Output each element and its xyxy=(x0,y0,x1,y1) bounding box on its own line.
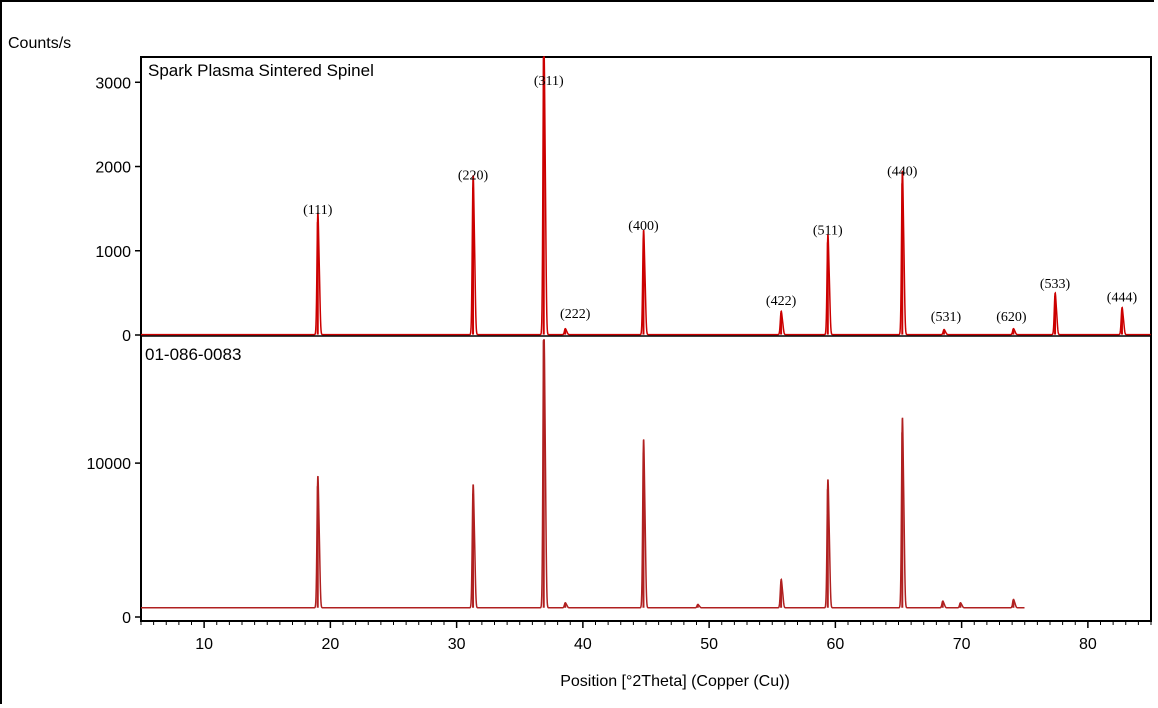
panel-title-reference: 01-086-0083 xyxy=(145,345,241,364)
y-tick-label: 3000 xyxy=(95,75,131,92)
y-tick-label: 0 xyxy=(122,610,131,627)
x-tick-label: 70 xyxy=(953,636,971,653)
hkl-label: (440) xyxy=(887,164,918,179)
x-tick-label: 10 xyxy=(195,636,213,653)
hkl-label: (400) xyxy=(628,219,659,234)
x-axis: 10 20 30 40 50 60 70 80 xyxy=(140,621,1152,653)
diffraction-profile xyxy=(141,339,1025,609)
hkl-label: (533) xyxy=(1040,277,1071,292)
diffraction-profile xyxy=(141,56,1151,336)
y-axis-unit-label: Counts/s xyxy=(8,35,71,52)
hkl-label: (111) xyxy=(303,203,333,218)
y-axis-sample: 0 1000 2000 3000 xyxy=(95,75,141,345)
panel-reference xyxy=(141,335,1151,609)
hkl-label: (511) xyxy=(813,223,843,238)
x-axis-title: Position [°2Theta] (Copper (Cu)) xyxy=(560,673,790,690)
hkl-label: (444) xyxy=(1107,291,1138,306)
x-tick-label: 20 xyxy=(321,636,339,653)
x-tick-label: 40 xyxy=(574,636,592,653)
hkl-label: (422) xyxy=(766,294,797,309)
hkl-label: (620) xyxy=(996,310,1027,325)
y-tick-label: 1000 xyxy=(95,244,131,261)
y-axis-reference: 0 10000 xyxy=(87,456,141,627)
hkl-label: (220) xyxy=(458,169,489,184)
hkl-label: (531) xyxy=(931,310,962,325)
x-tick-label: 30 xyxy=(448,636,466,653)
y-tick-label: 0 xyxy=(122,328,131,345)
hkl-label: (222) xyxy=(560,307,591,322)
hkl-labels: (111) (220) (311) (222) (400) (422) (511) (440)… xyxy=(303,74,1137,325)
x-tick-label: 60 xyxy=(826,636,844,653)
x-tick-label: 50 xyxy=(700,636,718,653)
y-tick-label: 2000 xyxy=(95,160,131,177)
hkl-label: (311) xyxy=(534,74,564,89)
panel-title-sample: Spark Plasma Sintered Spinel xyxy=(148,61,374,80)
y-tick-label: 10000 xyxy=(87,456,132,473)
panel-sample xyxy=(141,56,1151,336)
x-tick-label: 80 xyxy=(1079,636,1097,653)
